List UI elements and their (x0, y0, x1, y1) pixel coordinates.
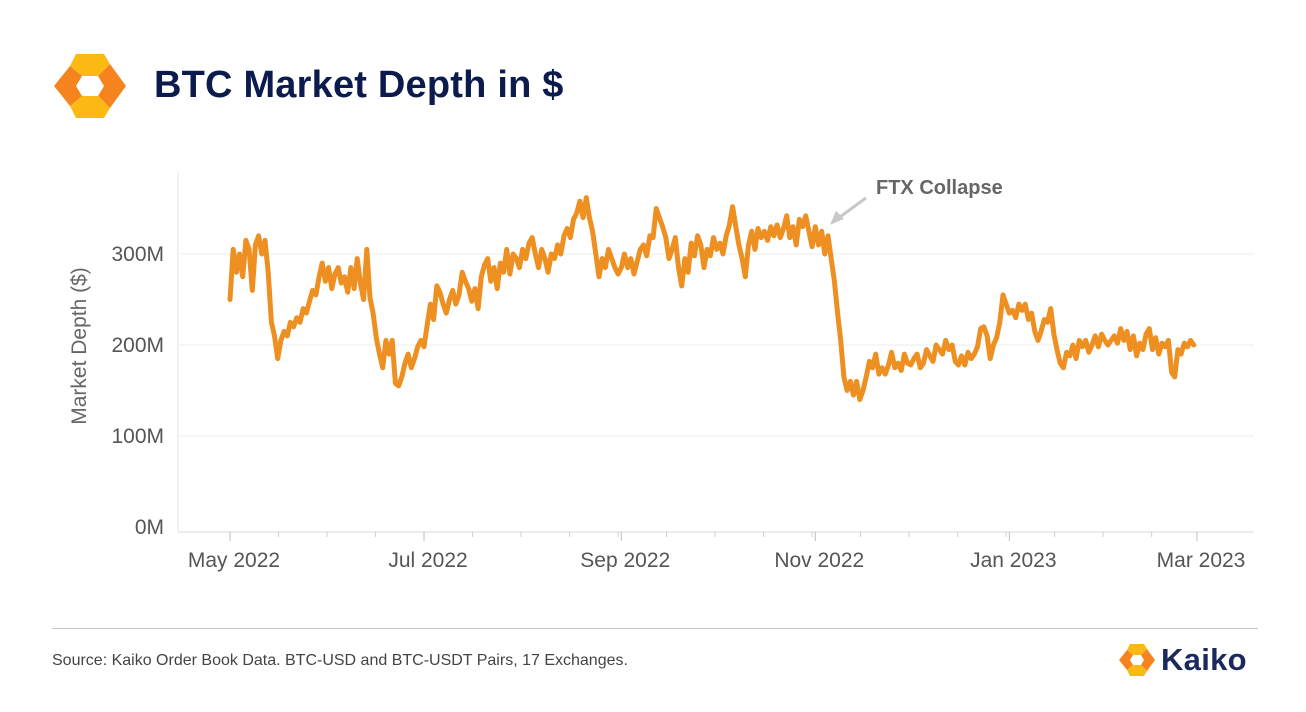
brand-name: Kaiko (1161, 642, 1247, 677)
y-tick-label: 200M (111, 334, 164, 357)
x-tick-label: Nov 2022 (774, 549, 864, 572)
x-tick-label: Jan 2023 (970, 549, 1056, 572)
y-tick-label: 100M (111, 425, 164, 448)
market-depth-chart: 0M 100M 200M 300M May 2022 Jul 2022 Sep 2022 No… (68, 172, 1254, 572)
page-title: BTC Market Depth in $ (154, 64, 564, 106)
brand-logo: Kaiko (1118, 640, 1247, 680)
y-axis-title: Market Depth ($) (68, 267, 91, 425)
footer-divider (52, 628, 1258, 629)
kaiko-brand-icon (1119, 644, 1155, 676)
x-tick-label: Sep 2022 (580, 549, 670, 572)
y-tick-label: 0M (135, 516, 164, 539)
x-tick-label: May 2022 (188, 549, 280, 572)
source-note: Source: Kaiko Order Book Data. BTC-USD a… (52, 652, 628, 669)
annotation-arrow-head (830, 210, 845, 225)
y-tick-label: 300M (111, 243, 164, 266)
x-tick-label: Jul 2022 (388, 549, 467, 572)
kaiko-logo-icon (54, 54, 126, 118)
x-tick-label: Mar 2023 (1157, 549, 1246, 572)
series-line-market-depth (227, 195, 1197, 403)
annotation-label: FTX Collapse (876, 177, 1003, 199)
